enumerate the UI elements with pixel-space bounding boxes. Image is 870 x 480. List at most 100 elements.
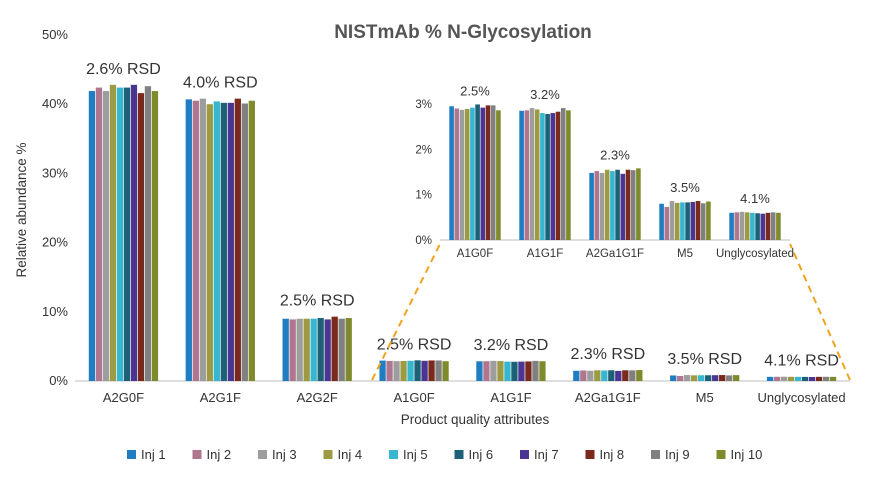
inset-y-tick-label: 0%	[415, 235, 432, 247]
rsd-label: 3.2% RSD	[474, 337, 549, 354]
bar-A2G1F-inj5	[213, 101, 220, 381]
bar-A1G0F-inj6	[414, 360, 421, 381]
legend-swatch-inj7	[520, 450, 529, 459]
inset-category-label: M5	[677, 248, 693, 260]
inset-rsd-label: 4.1%	[740, 191, 770, 206]
bar-M5-inj10	[733, 375, 740, 381]
bar-A2G1F-inj10	[248, 100, 255, 382]
inset-bar-A1G1F-inj2	[524, 110, 530, 240]
bar-Unglycosylated-inj10	[829, 376, 837, 381]
zoom-line-left	[371, 243, 441, 381]
bar-A1G0F-inj2	[386, 360, 393, 381]
x-category-label: A2Ga1G1F	[575, 390, 641, 405]
bar-A2Ga1G1F-inj7	[615, 370, 622, 381]
inset-bar-M5-inj10	[706, 201, 711, 240]
legend-label: Inj 1	[141, 447, 166, 462]
legend-label: Inj 10	[731, 447, 763, 462]
bar-A1G0F-inj5	[407, 360, 414, 381]
inset-bar-A1G0F-inj3	[459, 109, 465, 240]
inset-bar-A1G0F-inj4	[464, 108, 470, 240]
inset-bar-A1G0F-inj9	[490, 105, 496, 240]
inset-bar-A1G0F-inj6	[475, 104, 480, 240]
rsd-label: 2.6% RSD	[86, 61, 161, 78]
inset-bar-A1G0F-inj7	[480, 107, 486, 240]
inset-rsd-label: 2.5%	[460, 83, 490, 98]
bar-A2G0F-inj1	[88, 91, 96, 381]
bar-M5-inj8	[719, 375, 726, 381]
inset-bar-A1G1F-inj1	[519, 110, 524, 240]
inset-category-label: A1G0F	[457, 248, 493, 260]
legend-swatch-inj2	[192, 450, 202, 459]
chart-title: NISTmAb % N-Glycosylation	[334, 22, 592, 43]
inset-rsd-label: 3.2%	[530, 87, 560, 102]
bar-A2G2F-inj5	[310, 318, 317, 381]
bar-A2G2F-inj8	[331, 316, 338, 381]
inset-bar-M5-inj4	[674, 202, 680, 240]
inset-bar-M5-inj2	[664, 206, 670, 240]
inset-bar-M5-inj3	[669, 201, 675, 240]
bar-A2G0F-inj3	[102, 91, 110, 381]
inset-bar-A2Ga1G1F-inj3	[599, 172, 605, 240]
inset-bar-Unglycosylated-inj6	[755, 213, 760, 240]
bar-A2G0F-inj9	[144, 86, 152, 381]
bar-A2G1F-inj9	[241, 103, 248, 382]
bar-A2Ga1G1F-inj10	[636, 370, 643, 381]
bar-Unglycosylated-inj6	[801, 376, 809, 381]
bar-A2Ga1G1F-inj2	[580, 370, 587, 381]
inset-bar-A1G1F-inj5	[540, 113, 545, 240]
inset-bar-A1G1F-inj9	[560, 108, 566, 240]
bar-A2G0F-inj8	[137, 93, 145, 382]
bar-A1G0F-inj10	[442, 361, 449, 381]
bar-A2G1F-inj3	[199, 98, 206, 381]
bar-A2G0F-inj5	[116, 87, 124, 381]
bar-M5-inj9	[726, 375, 733, 381]
inset-bar-A1G1F-inj8	[555, 111, 561, 240]
bar-A2Ga1G1F-inj6	[608, 370, 615, 381]
inset-bar-Unglycosylated-inj9	[770, 212, 776, 240]
inset-rsd-label: 2.3%	[600, 147, 630, 162]
bar-A2G2F-inj1	[282, 318, 289, 381]
inset-bar-A2Ga1G1F-inj4	[604, 169, 610, 240]
y-tick-label: 30%	[42, 165, 68, 180]
bar-Unglycosylated-inj2	[773, 376, 781, 381]
bar-A1G1F-inj10	[539, 361, 546, 381]
inset-bar-A1G1F-inj6	[545, 113, 550, 240]
bar-M5-inj6	[705, 375, 712, 381]
x-category-label: A1G0F	[393, 390, 434, 405]
inset-plot: 0% 1% 2% 3% A1G0F 2.5% A1G1F 3.2% A2Ga1G1F 2.3% M5…	[415, 83, 794, 260]
bar-A1G1F-inj2	[483, 361, 490, 381]
bar-A1G0F-inj1	[379, 360, 386, 381]
inset-bar-A1G0F-inj8	[485, 105, 491, 240]
y-axis-label: Relative abundance %	[14, 142, 29, 277]
inset-bar-M5-inj9	[700, 203, 706, 240]
legend-swatch-inj4	[323, 450, 333, 459]
rsd-label: 3.5% RSD	[667, 351, 742, 368]
inset-bar-A1G1F-inj3	[529, 108, 535, 240]
inset-bar-Unglycosylated-inj5	[750, 212, 755, 240]
rsd-label: 4.0% RSD	[183, 75, 258, 92]
inset-bar-Unglycosylated-inj4	[744, 212, 750, 240]
bar-M5-inj7	[712, 375, 719, 381]
inset-bar-A2Ga1G1F-inj8	[625, 169, 631, 240]
bar-A2Ga1G1F-inj9	[629, 370, 636, 381]
legend-swatch-inj9	[651, 450, 660, 459]
bar-M5-inj3	[684, 375, 691, 381]
inset-y-tick-label: 1%	[415, 190, 432, 202]
rsd-label: 4.1% RSD	[764, 353, 839, 370]
x-category-label: A2G2F	[297, 390, 338, 405]
inset-bar-M5-inj5	[680, 202, 685, 240]
bar-A2G1F-inj4	[206, 104, 213, 381]
bar-A2G0F-inj4	[109, 84, 117, 381]
legend-swatch-inj1	[127, 450, 136, 459]
inset-bar-A1G0F-inj10	[496, 110, 501, 240]
inset-bar-Unglycosylated-inj10	[776, 212, 781, 240]
bar-Unglycosylated-inj5	[794, 376, 802, 381]
bar-A2G1F-inj8	[234, 98, 241, 381]
inset-bar-A1G0F-inj5	[470, 107, 475, 240]
inset-bar-A1G1F-inj7	[550, 113, 556, 240]
bar-A2G2F-inj3	[296, 318, 303, 381]
legend-swatch-inj6	[454, 450, 464, 459]
legend-label: Inj 5	[403, 447, 428, 462]
bar-A1G0F-inj3	[393, 361, 400, 381]
bar-A2G2F-inj9	[338, 318, 345, 381]
